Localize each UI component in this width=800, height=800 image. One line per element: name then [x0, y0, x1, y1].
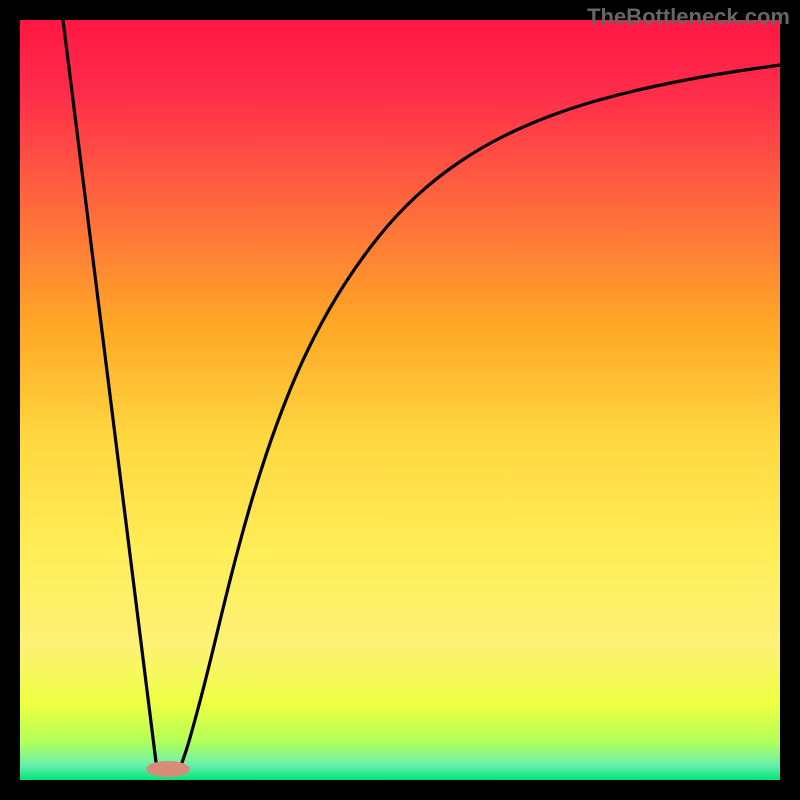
chart-canvas: [0, 0, 800, 800]
watermark-label: TheBottleneck.com: [587, 4, 790, 30]
bottleneck-chart: TheBottleneck.com: [0, 0, 800, 800]
